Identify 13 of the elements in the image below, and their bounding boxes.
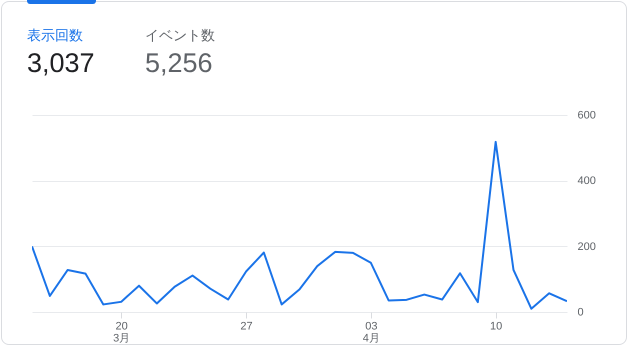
- x-tick-label: 10: [490, 320, 502, 332]
- line-series: [32, 140, 567, 310]
- x-tick-label: 20 3月: [113, 320, 130, 344]
- text: 表示回数: [27, 27, 83, 45]
- text: イベント数: [145, 27, 215, 45]
- y-tick-label: 200: [578, 240, 596, 253]
- x-tick-label: 27: [240, 320, 253, 332]
- x-tick-label: 03 4月: [362, 320, 380, 344]
- text: 5,256: [145, 48, 213, 79]
- y-tick-label: 600: [578, 110, 596, 122]
- y-tick-label: 400: [578, 175, 596, 188]
- y-tick-label: 0: [578, 306, 584, 318]
- text: 3,037: [27, 48, 95, 79]
